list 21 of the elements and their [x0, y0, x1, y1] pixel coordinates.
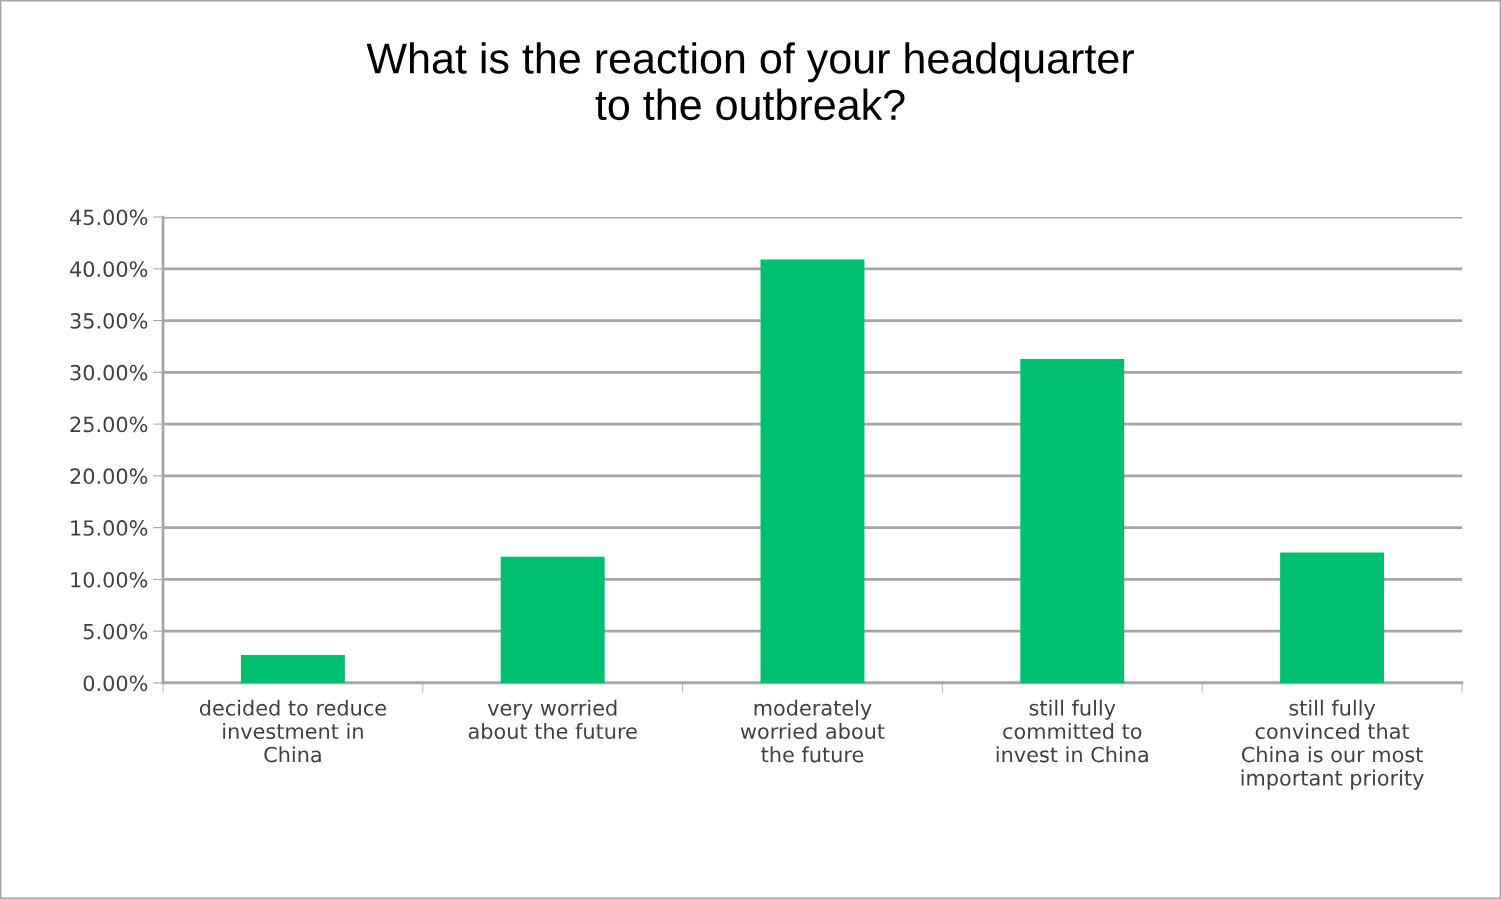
x-tick-label: still fully convinced that China is our most important priority: [1241, 699, 1424, 790]
bar: [240, 655, 345, 683]
bar: [1020, 358, 1125, 683]
x-tick-label: decided to reduce investment in China: [199, 699, 386, 763]
bar: [500, 556, 605, 683]
y-tick-label: 40.00%: [70, 261, 148, 277]
chart-title: What is the reaction of your headquarter to the outbreak?: [366, 42, 1134, 121]
y-tick-label: 20.00%: [70, 468, 148, 485]
y-tick-label: 25.00%: [70, 416, 148, 433]
y-tick-label: 5.00%: [83, 623, 148, 640]
y-tick-label: 30.00%: [70, 364, 148, 381]
x-tick-label: still fully committed to invest in China: [996, 699, 1148, 763]
y-tick-label: 0.00%: [83, 675, 148, 692]
bar: [1280, 552, 1385, 683]
x-tick-label: moderately worried about the future: [740, 699, 885, 763]
y-tick-label: 15.00%: [71, 520, 148, 536]
y-tick-label: 35.00%: [70, 313, 148, 329]
y-tick-label: 45.00%: [70, 209, 148, 226]
y-tick-label: 10.00%: [71, 571, 148, 588]
x-tick-label: very worried about the future: [468, 699, 637, 740]
bar: [760, 259, 865, 683]
